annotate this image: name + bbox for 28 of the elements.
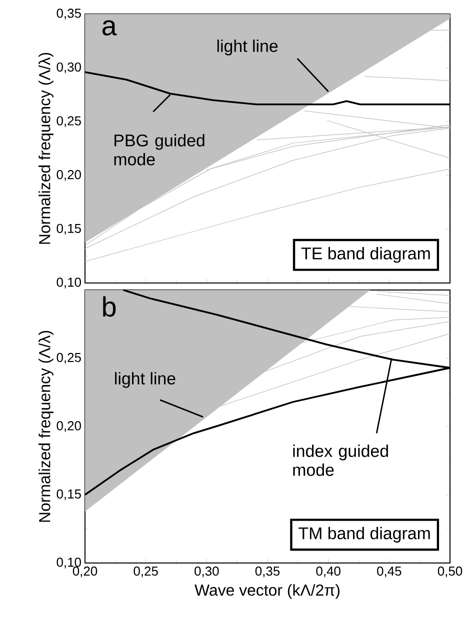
x-tick-label: 0,30 (194, 566, 219, 578)
y-tick-label: 0,35 (56, 8, 81, 20)
chart-title: a (102, 20, 117, 36)
y-tick-label: 0,20 (56, 421, 81, 432)
x-axis-title: Wave vector (kΛ/2π) (194, 584, 340, 599)
annotation: light line (217, 40, 278, 56)
y-tick-label: 0,15 (56, 224, 81, 235)
y-axis-title: Normalized frequency (Λ/λ) (38, 52, 54, 244)
y-tick-label: 0,10 (56, 558, 81, 568)
y-tick-label: 0,15 (56, 489, 81, 500)
annotation: PBG guided mode (114, 134, 204, 166)
x-tick-label: 0,25 (134, 566, 158, 578)
x-tick-label: 0,50 (438, 566, 462, 578)
y-tick-label: 0,10 (56, 278, 81, 288)
y-tick-label: 0,25 (56, 352, 81, 364)
x-tick-label: 0,20 (72, 566, 98, 578)
y-tick-label: 0,30 (56, 62, 81, 74)
y-tick-label: 0,20 (56, 170, 81, 181)
annotation: TM band diagram (298, 526, 430, 543)
annotation: light line (115, 372, 176, 388)
x-tick-label: 0,35 (255, 566, 280, 578)
annotation: index guided mode (293, 444, 388, 476)
chart-title: b (103, 296, 116, 317)
x-tick-label: 0,45 (377, 566, 402, 578)
y-tick-label: 0,25 (56, 116, 81, 127)
y-axis-title: Normalized frequency (Λ/λ) (38, 330, 54, 522)
annotation: TE band diagram (301, 247, 430, 263)
x-tick-label: 0,40 (316, 566, 340, 578)
